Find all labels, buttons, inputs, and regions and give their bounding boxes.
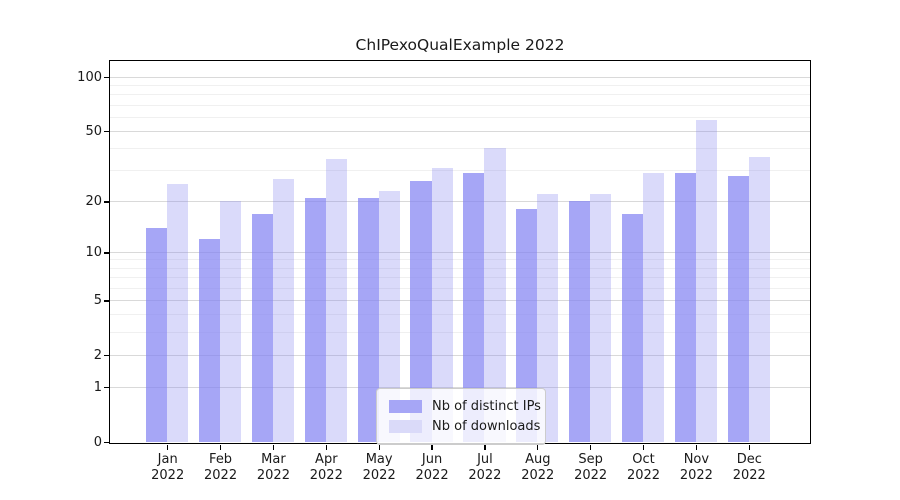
legend-label-downloads: Nb of downloads — [432, 418, 541, 434]
x-tick-mark — [484, 444, 486, 450]
x-tick-mark — [695, 444, 698, 450]
y-gridline-major — [110, 251, 810, 253]
x-tick-mark — [219, 444, 222, 450]
x-tick-mark — [167, 444, 169, 450]
bar-distinct-ips — [198, 239, 221, 442]
x-tick-label: Apr 2022 — [309, 452, 343, 483]
y-gridline-major — [110, 76, 810, 78]
y-gridline-minor — [110, 94, 810, 96]
y-tick-label: 20 — [85, 193, 102, 209]
x-tick-label: Jun 2022 — [415, 452, 449, 483]
x-tick-mark — [431, 444, 433, 450]
y-tick-label: 1 — [93, 379, 102, 395]
bar-downloads — [748, 156, 770, 442]
y-gridline-minor — [110, 314, 810, 316]
x-tick-mark — [537, 444, 539, 450]
y-tick-label: 0 — [93, 434, 102, 450]
y-gridline-major — [110, 354, 810, 356]
bar-distinct-ips — [146, 227, 168, 442]
y-gridline-minor — [110, 259, 810, 261]
bar-downloads — [643, 173, 665, 442]
y-tick-mark — [104, 201, 109, 203]
x-tick-mark — [642, 444, 645, 450]
y-tick-label: 50 — [85, 123, 102, 139]
x-tick-label: Nov 2022 — [679, 452, 713, 483]
x-tick-label: Jan 2022 — [151, 452, 185, 483]
legend-item-downloads: Nb of downloads — [389, 417, 540, 435]
bar-downloads — [378, 190, 400, 442]
bar-downloads — [537, 194, 559, 442]
y-gridline-minor — [110, 104, 810, 106]
y-tick-mark — [104, 131, 109, 133]
bar-distinct-ips — [621, 213, 644, 442]
y-gridline-minor — [110, 277, 810, 279]
y-tick-mark — [104, 387, 109, 389]
x-tick-mark — [748, 444, 750, 450]
bar-downloads — [484, 148, 506, 442]
x-tick-label: May 2022 — [362, 452, 396, 483]
y-gridline-minor — [110, 267, 810, 269]
legend: Nb of distinct IPs Nb of downloads — [376, 388, 546, 445]
x-tick-mark — [325, 444, 327, 450]
legend-item-distinct-ips: Nb of distinct IPs — [389, 397, 541, 415]
y-gridline-major — [110, 386, 810, 388]
x-tick-mark — [590, 444, 592, 450]
x-tick-label: Jul 2022 — [468, 452, 502, 483]
legend-swatch-distinct-ips — [389, 399, 422, 413]
y-tick-label: 2 — [93, 347, 102, 363]
chart-title: ChIPexoQualExample 2022 — [355, 36, 565, 54]
x-tick-mark — [378, 444, 380, 450]
y-gridline-minor — [110, 287, 810, 289]
y-gridline-minor — [110, 84, 810, 86]
y-tick-mark — [104, 355, 109, 357]
x-tick-label: Aug 2022 — [521, 452, 555, 483]
y-gridline-minor — [110, 147, 810, 149]
y-tick-mark — [104, 441, 109, 444]
bar-distinct-ips — [357, 197, 379, 442]
y-tick-mark — [104, 252, 109, 254]
bar-downloads — [167, 184, 189, 442]
x-tick-label: Dec 2022 — [732, 452, 766, 483]
bar-distinct-ips — [251, 213, 273, 442]
bar-distinct-ips — [516, 209, 538, 442]
bar-downloads — [220, 201, 242, 442]
y-gridline-minor — [110, 116, 810, 118]
bar-distinct-ips — [304, 197, 326, 442]
bar-distinct-ips — [410, 181, 432, 442]
bar-downloads — [325, 158, 347, 442]
y-gridline-major — [110, 130, 810, 132]
x-tick-label: Oct 2022 — [626, 452, 661, 483]
y-tick-label: 5 — [93, 292, 102, 308]
legend-swatch-downloads — [389, 419, 422, 433]
y-tick-mark — [104, 300, 109, 302]
bar-downloads — [431, 168, 453, 442]
bar-downloads — [695, 119, 717, 442]
y-tick-label: 100 — [77, 69, 102, 85]
legend-label-distinct-ips: Nb of distinct IPs — [432, 398, 541, 414]
bar-downloads — [272, 178, 295, 442]
bar-distinct-ips — [569, 201, 591, 442]
y-tick-mark — [104, 77, 109, 79]
bar-distinct-ips — [463, 173, 485, 442]
x-tick-label: Feb 2022 — [204, 452, 238, 483]
bar-downloads — [590, 194, 612, 442]
x-tick-label: Mar 2022 — [256, 452, 290, 483]
x-tick-label: Sep 2022 — [574, 452, 608, 483]
bar-distinct-ips — [727, 175, 749, 442]
y-tick-label: 10 — [85, 244, 102, 260]
y-gridline-minor — [110, 331, 810, 333]
bar-distinct-ips — [674, 173, 696, 442]
x-tick-mark — [272, 444, 275, 450]
y-gridline-major — [110, 299, 810, 301]
y-gridline-minor — [110, 170, 810, 172]
plot-area — [109, 60, 811, 444]
y-gridline-major — [110, 200, 810, 202]
